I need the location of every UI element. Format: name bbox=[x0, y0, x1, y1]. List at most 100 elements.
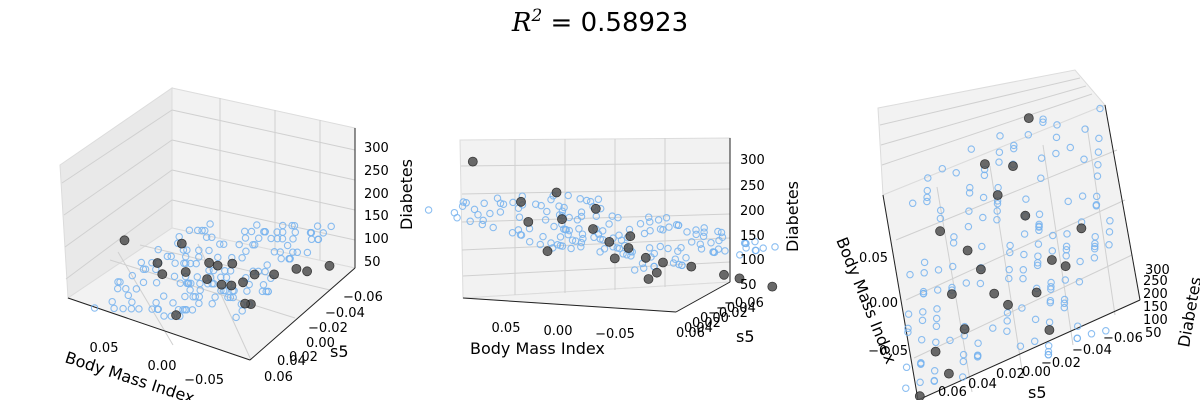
train-point bbox=[644, 213, 653, 221]
train-point bbox=[186, 259, 195, 268]
train-point bbox=[615, 231, 623, 240]
test-point bbox=[202, 274, 213, 285]
panel-1-y-tick: −0.02 bbox=[308, 321, 348, 336]
train-point bbox=[547, 195, 555, 204]
train-point bbox=[276, 248, 285, 256]
panel-1-x-tick: 0.00 bbox=[148, 359, 177, 374]
train-point bbox=[1024, 131, 1033, 139]
train-point bbox=[1091, 242, 1099, 251]
test-point bbox=[226, 280, 237, 291]
train-point bbox=[1003, 327, 1011, 335]
train-point bbox=[699, 232, 708, 241]
panel-3-z-tick: 200 bbox=[1143, 287, 1168, 302]
train-point bbox=[1035, 223, 1043, 231]
train-point bbox=[709, 248, 718, 256]
train-point bbox=[196, 286, 204, 294]
train-point bbox=[192, 259, 200, 268]
train-point bbox=[193, 226, 202, 235]
train-point bbox=[183, 279, 191, 288]
train-point bbox=[267, 234, 275, 243]
train-point bbox=[555, 202, 563, 210]
train-point bbox=[181, 292, 189, 301]
test-point bbox=[962, 245, 973, 256]
train-point bbox=[208, 233, 216, 242]
train-point bbox=[664, 244, 672, 253]
panel-2: 0.05 0.00 −0.05 0.06 0.04 0.02 0.00 −0.0… bbox=[424, 137, 802, 358]
train-point bbox=[559, 225, 568, 233]
train-point bbox=[537, 201, 545, 210]
test-point bbox=[1020, 210, 1031, 221]
train-point bbox=[741, 239, 750, 248]
panel-2-y-tick: 0.04 bbox=[684, 321, 713, 336]
train-point bbox=[1094, 148, 1103, 156]
train-point bbox=[677, 243, 685, 252]
train-point bbox=[214, 253, 222, 262]
train-point bbox=[917, 359, 925, 368]
test-point bbox=[959, 324, 970, 335]
train-point bbox=[243, 287, 251, 295]
test-point bbox=[1003, 299, 1013, 310]
panel-2-y-tick: 0.02 bbox=[692, 316, 721, 331]
test-point bbox=[152, 258, 163, 268]
train-point bbox=[923, 197, 931, 206]
train-point bbox=[938, 164, 947, 173]
train-point bbox=[453, 213, 461, 222]
test-point bbox=[523, 216, 534, 227]
train-point bbox=[536, 240, 545, 249]
panel-2-points bbox=[424, 156, 779, 292]
panel-1-gridlines bbox=[61, 98, 356, 361]
panel-2-y-tick: −0.06 bbox=[724, 296, 764, 311]
train-point bbox=[1031, 315, 1040, 324]
panel-3-z-tick: 50 bbox=[1145, 326, 1162, 341]
test-point bbox=[227, 258, 238, 269]
train-point bbox=[543, 207, 551, 216]
panel-1: 0.05 0.00 −0.05 −0.06 −0.04 −0.02 0.00 0… bbox=[59, 87, 416, 400]
train-point bbox=[1016, 342, 1025, 350]
train-point bbox=[918, 316, 927, 325]
train-point bbox=[906, 270, 914, 279]
train-point bbox=[1019, 274, 1027, 283]
train-point bbox=[307, 228, 315, 237]
panel-2-z-ticks: 50 100 150 200 250 300 bbox=[740, 153, 765, 293]
panel-3-x-ticks: 0.05 0.00 −0.05 bbox=[859, 251, 908, 359]
train-point bbox=[692, 226, 700, 234]
panel-2-z-tick: 200 bbox=[740, 204, 765, 219]
panel-2-z-tick: 250 bbox=[740, 179, 765, 194]
train-point bbox=[303, 248, 312, 257]
train-point bbox=[598, 227, 607, 235]
test-point bbox=[212, 260, 223, 271]
panel-3-y-tick: −0.04 bbox=[1072, 343, 1112, 358]
train-point bbox=[474, 210, 482, 219]
train-point bbox=[1061, 276, 1070, 284]
test-point bbox=[604, 236, 615, 247]
train-point bbox=[995, 148, 1004, 156]
train-point bbox=[496, 208, 505, 216]
panel-3-y-tick: 0.04 bbox=[968, 377, 997, 392]
test-point bbox=[935, 226, 945, 237]
panel-3-x-tick: 0.05 bbox=[859, 251, 888, 266]
train-point bbox=[1081, 125, 1089, 133]
panel-1-y-ticks: −0.06 −0.04 −0.02 0.00 0.02 0.04 0.06 bbox=[264, 290, 383, 385]
train-point bbox=[169, 299, 177, 307]
train-point bbox=[717, 228, 726, 237]
panel-2-y-ticks: 0.06 0.04 0.02 0.00 −0.02 −0.04 −0.06 bbox=[676, 296, 764, 341]
train-point bbox=[1030, 337, 1039, 346]
train-point bbox=[1020, 230, 1029, 238]
test-point bbox=[1008, 161, 1018, 172]
train-point bbox=[995, 158, 1003, 166]
panel-1-y-tick: 0.06 bbox=[264, 370, 293, 385]
train-point bbox=[1006, 248, 1014, 257]
train-point bbox=[128, 271, 137, 280]
train-point bbox=[1019, 266, 1028, 274]
train-point bbox=[1093, 172, 1102, 180]
train-point bbox=[263, 261, 271, 269]
train-point bbox=[183, 246, 191, 254]
test-point bbox=[1044, 325, 1055, 335]
train-point bbox=[242, 247, 250, 256]
train-point bbox=[1018, 304, 1026, 312]
test-point bbox=[176, 238, 187, 249]
test-point bbox=[467, 156, 478, 167]
panel-1-y-tick: −0.06 bbox=[343, 290, 383, 305]
train-point bbox=[980, 171, 989, 180]
train-point bbox=[113, 284, 122, 293]
